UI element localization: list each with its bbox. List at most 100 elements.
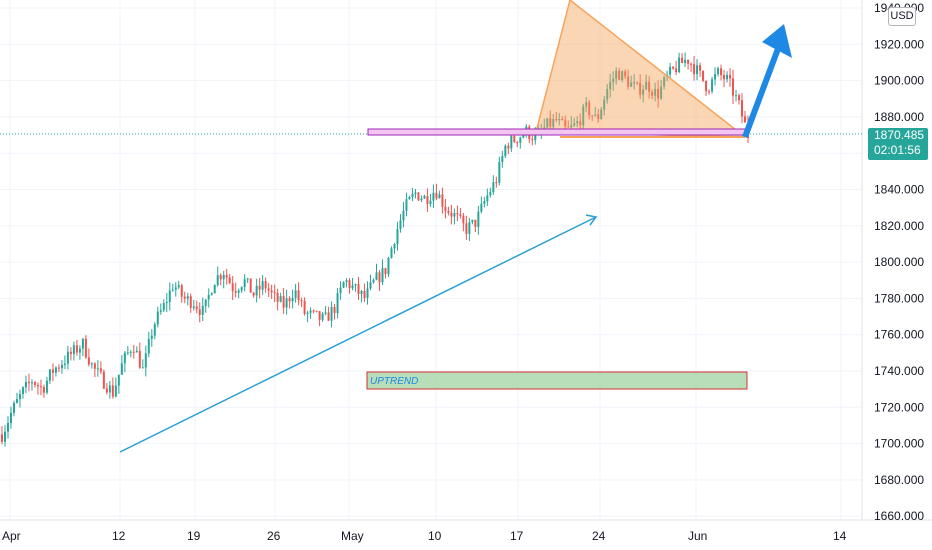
candle-body [522, 134, 525, 138]
candle-body [45, 380, 48, 393]
candle-body [699, 65, 702, 71]
y-tick-label: 1740.000 [874, 364, 924, 378]
y-tick-label: 1820.000 [874, 219, 924, 233]
y-tick-label: 1660.000 [874, 509, 924, 523]
candle-body [582, 106, 585, 126]
candle-body [564, 120, 567, 127]
candle-body [492, 182, 495, 193]
x-tick-label: 24 [592, 529, 606, 543]
candle-body [675, 68, 678, 73]
candle-body [621, 71, 624, 81]
candle-body [261, 281, 264, 290]
resistance-zone[interactable] [367, 128, 746, 136]
candle-body [282, 296, 285, 308]
candle-body [54, 367, 57, 373]
price-axis[interactable]: 1940.0001920.0001900.0001880.0001860.000… [874, 1, 924, 523]
candle-body [738, 95, 741, 101]
candle-body [48, 369, 51, 381]
candle-body [138, 350, 141, 368]
bar-countdown: 02:01:56 [874, 143, 921, 157]
candle-body [153, 324, 156, 336]
currency-badge[interactable]: USD [888, 7, 916, 26]
candle-body [306, 312, 309, 314]
candle-body [321, 313, 324, 320]
candle-body [171, 289, 174, 291]
candle-body [60, 364, 63, 369]
candle-body [213, 285, 216, 294]
candle-body [168, 290, 171, 303]
candle-body [192, 306, 195, 308]
uptrend-line[interactable] [119, 216, 597, 453]
candle-body [348, 280, 351, 289]
x-tick-label: 10 [428, 529, 442, 543]
candle-body [1, 434, 3, 442]
candle-body [156, 311, 159, 325]
candle-body [627, 76, 630, 87]
candle-body [297, 290, 300, 301]
grid-lines [0, 0, 862, 520]
candle-body [87, 357, 90, 365]
candle-body [702, 70, 705, 81]
candle-body [72, 345, 75, 355]
last-price-tag: 1870.485 02:01:56 [868, 128, 928, 160]
candle-body [579, 121, 582, 126]
candle-body [147, 338, 150, 354]
candle-body [144, 353, 147, 368]
candle-body [378, 272, 381, 283]
candle-body [75, 345, 78, 353]
candle-body [534, 134, 537, 141]
candle-body [444, 206, 447, 212]
x-tick-label: Jun [688, 529, 707, 543]
x-tick-label: May [341, 529, 364, 543]
candle-body [123, 352, 126, 364]
candle-body [672, 66, 675, 69]
candle-body [333, 306, 336, 314]
candle-body [459, 214, 462, 216]
candle-body [663, 77, 666, 87]
candle-body [669, 66, 672, 75]
candle-body [366, 288, 369, 299]
candle-body [372, 279, 375, 283]
candle-body [567, 126, 570, 128]
candle-body [618, 70, 621, 81]
candle-body [249, 278, 252, 293]
candle-body [117, 374, 120, 386]
candle-body [417, 192, 420, 201]
candle-body [228, 277, 231, 284]
candle-body [360, 290, 363, 294]
uptrend-label-box[interactable] [366, 371, 748, 390]
candle-body [129, 351, 132, 353]
candle-body [561, 119, 564, 121]
candle-body [516, 141, 519, 143]
candle-body [624, 71, 627, 77]
candle-body [39, 386, 42, 388]
candle-body [51, 369, 54, 373]
candle-body [408, 197, 411, 200]
triangle-pattern[interactable] [535, 0, 748, 138]
candle-body [513, 135, 516, 142]
time-axis[interactable]: Apr 12 19 26 May 10 17 24 Jun 14 [2, 529, 847, 543]
candle-body [318, 311, 321, 320]
candle-body [6, 422, 9, 432]
candle-body [141, 367, 144, 369]
candle-body [108, 385, 111, 393]
candle-body [441, 194, 444, 207]
candle-body [285, 298, 288, 308]
target-arrow-shaft[interactable] [742, 36, 785, 139]
y-tick-label: 1720.000 [874, 400, 924, 414]
candle-body [150, 335, 153, 339]
candle-body [21, 387, 24, 395]
candle-body [36, 384, 39, 387]
candle-body [546, 118, 549, 128]
candle-body [552, 119, 555, 127]
candle-body [741, 100, 744, 117]
candle-body [519, 137, 522, 143]
candle-body [405, 199, 408, 211]
candle-body [531, 139, 534, 141]
candle-body [273, 292, 276, 294]
candle-body [105, 388, 108, 393]
candle-body [279, 296, 282, 302]
candle-body [189, 296, 192, 308]
candle-body [339, 287, 342, 294]
